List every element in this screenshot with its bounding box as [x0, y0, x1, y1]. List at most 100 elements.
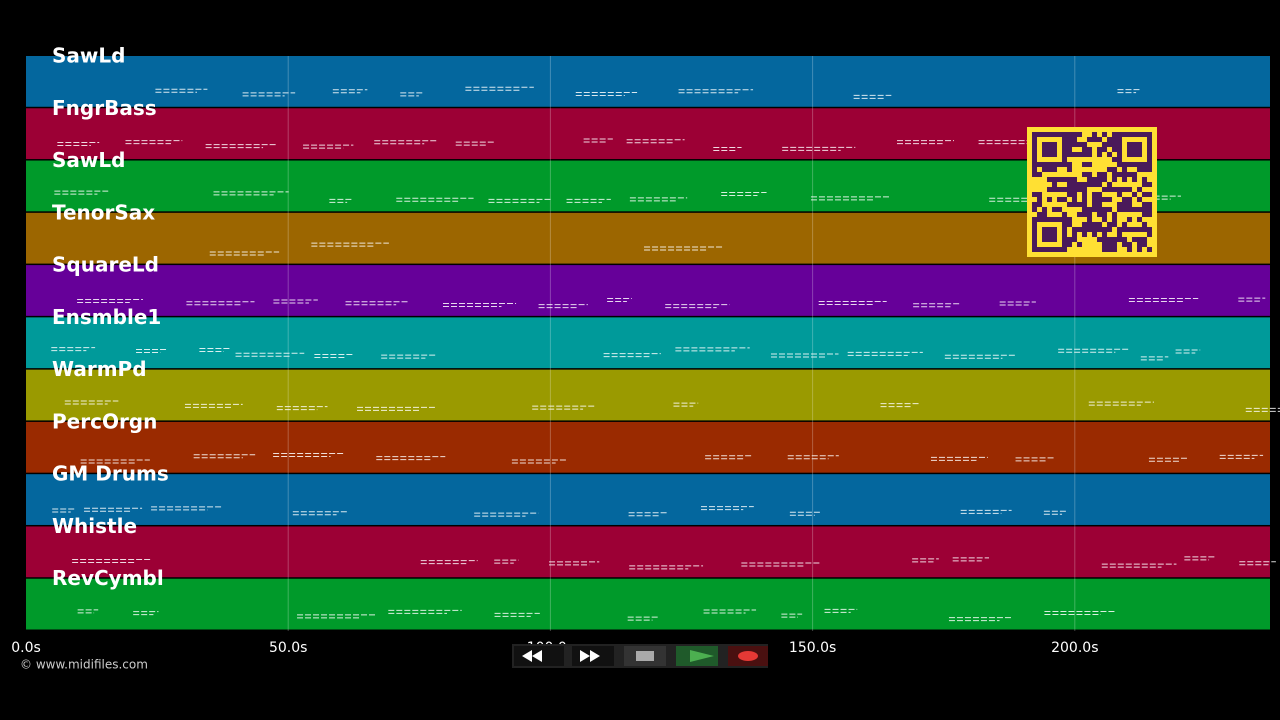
qr-cell	[1117, 202, 1122, 207]
qr-cell	[1137, 187, 1142, 192]
qr-cell	[1102, 237, 1107, 242]
note-group	[847, 351, 923, 356]
qr-cell	[1087, 222, 1092, 227]
qr-cell	[1102, 142, 1107, 147]
qr-cell	[1142, 237, 1147, 242]
qr-cell	[1072, 142, 1077, 147]
track-name: FngrBass	[52, 96, 157, 120]
qr-cell	[1102, 132, 1107, 137]
qr-cell	[1072, 192, 1077, 197]
record-button[interactable]	[728, 646, 768, 666]
note-group	[701, 506, 754, 511]
note-group	[357, 406, 435, 411]
note-group	[741, 562, 821, 567]
qr-cell	[1042, 247, 1047, 252]
qr-cell	[1147, 137, 1152, 142]
note-group	[54, 190, 109, 195]
qr-cell	[1047, 167, 1052, 172]
qr-cell	[1037, 162, 1042, 167]
qr-cell	[1062, 137, 1067, 142]
note-group	[913, 303, 960, 308]
qr-cell	[1117, 207, 1122, 212]
qr-cell	[1107, 142, 1112, 147]
qr-cell	[1137, 147, 1142, 152]
note-group	[770, 353, 839, 358]
qr-cell	[1047, 227, 1052, 232]
qr-cell	[1127, 207, 1132, 212]
qr-cell	[1082, 227, 1087, 232]
note-group	[960, 509, 1012, 514]
qr-cell	[1147, 157, 1152, 162]
qr-cell	[1037, 217, 1042, 222]
qr-cell	[1062, 227, 1067, 232]
qr-cell	[1112, 167, 1117, 172]
qr-cell	[1132, 152, 1137, 157]
note-group	[329, 198, 352, 203]
qr-cell	[1097, 197, 1102, 202]
qr-cell	[1047, 162, 1052, 167]
qr-cell	[1032, 222, 1037, 227]
qr-cell	[1122, 227, 1127, 232]
qr-cell	[1067, 187, 1072, 192]
qr-cell	[1042, 162, 1047, 167]
qr-cell	[1057, 132, 1062, 137]
note-group	[1245, 407, 1280, 412]
note-group	[644, 246, 724, 251]
track-name: SawLd	[52, 44, 125, 68]
qr-cell	[1037, 202, 1042, 207]
note-group	[705, 455, 753, 460]
qr-cell	[1077, 242, 1082, 247]
track-name: Whistle	[52, 514, 137, 538]
qr-cell	[1082, 187, 1087, 192]
qr-cell	[1112, 212, 1117, 217]
qr-cell	[1042, 167, 1047, 172]
note-group	[912, 558, 939, 563]
note-group	[948, 617, 1013, 622]
qr-cell	[1047, 217, 1052, 222]
qr-cell	[1047, 237, 1052, 242]
qr-cell	[1077, 152, 1082, 157]
qr-cell	[1032, 237, 1037, 242]
qr-cell	[1122, 242, 1127, 247]
qr-cell	[1117, 152, 1122, 157]
note-group	[199, 348, 230, 353]
note-group	[64, 400, 119, 405]
track-band	[26, 474, 1270, 525]
qr-cell	[1112, 157, 1117, 162]
qr-cell	[1052, 247, 1057, 252]
qr-cell	[1082, 182, 1087, 187]
note-group	[442, 303, 517, 308]
qr-cell	[1062, 212, 1067, 217]
qr-cell	[1082, 197, 1087, 202]
qr-cell	[1087, 152, 1092, 157]
qr-cell	[1097, 177, 1102, 182]
qr-cell	[1072, 152, 1077, 157]
rewind-button[interactable]	[514, 646, 564, 666]
qr-cell	[1132, 227, 1137, 232]
note-group	[376, 456, 446, 461]
note-group	[273, 453, 345, 458]
note-group	[1148, 457, 1189, 462]
qr-cell	[1147, 192, 1152, 197]
note-group	[77, 298, 143, 303]
qr-cell	[1052, 237, 1057, 242]
note-group	[721, 192, 767, 197]
qr-cell	[1122, 197, 1127, 202]
qr-cell	[1052, 227, 1057, 232]
qr-cell	[1052, 142, 1057, 147]
play-button[interactable]	[676, 646, 718, 666]
stop-button[interactable]	[624, 646, 666, 666]
qr-cell	[1117, 192, 1122, 197]
qr-cell	[1132, 192, 1137, 197]
forward-button[interactable]	[572, 646, 614, 666]
qr-cell	[1147, 227, 1152, 232]
qr-cell	[1032, 242, 1037, 247]
qr-cell	[1137, 167, 1142, 172]
qr-cell	[1102, 242, 1107, 247]
qr-cell	[1072, 202, 1077, 207]
qr-cell	[1112, 137, 1117, 142]
qr-cell	[1067, 162, 1072, 167]
qr-cell	[1137, 132, 1142, 137]
qr-cell	[1047, 142, 1052, 147]
qr-cell	[1097, 237, 1102, 242]
